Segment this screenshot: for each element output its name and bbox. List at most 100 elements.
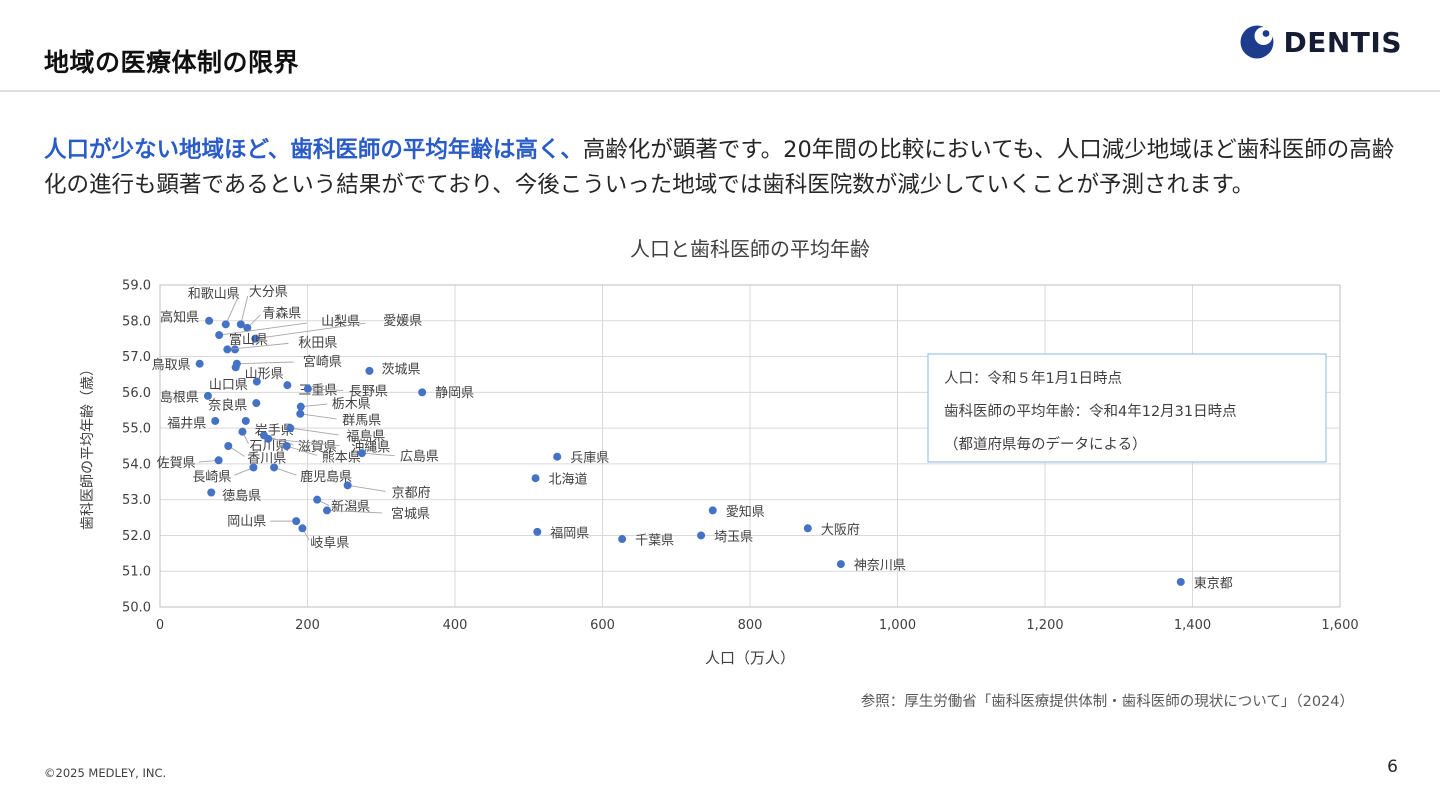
data-point-label: 宮城県	[391, 506, 430, 522]
data-point-label: 愛知県	[726, 504, 765, 520]
data-point	[298, 524, 307, 533]
data-point	[365, 366, 374, 375]
data-point	[531, 474, 540, 483]
data-point-label: 山形県	[245, 367, 284, 382]
data-point	[211, 416, 220, 425]
data-point-label: 岡山県	[227, 515, 266, 530]
data-point-label: 徳島県	[222, 489, 261, 504]
x-tick-label: 200	[295, 618, 320, 633]
y-axis-title: 歯科医師の平均年齢（歳）	[80, 362, 96, 530]
data-point	[836, 560, 845, 569]
label-leader-line	[225, 297, 239, 325]
data-point-label: 山梨県	[321, 315, 360, 330]
data-point	[243, 323, 252, 332]
label-leader-line	[290, 427, 339, 436]
data-point-label: 栃木県	[332, 397, 371, 412]
label-leader-line	[347, 484, 386, 492]
intro-body: 高齢化が顕著です。20年間の比較においても、人口減少地域ほど歯科医師の高齢化の進…	[44, 136, 1395, 198]
legend-line: （都道府県毎のデータによる）	[944, 435, 1147, 453]
chart-area: 0 200 400 600 800 1,000 1,200 1,400 1,600 59.0 58.…	[70, 230, 1370, 680]
page-number: 6	[1387, 757, 1398, 777]
data-point	[236, 320, 245, 329]
x-tick-label: 800	[738, 618, 763, 633]
data-point-label: 高知県	[160, 309, 199, 325]
y-tick-label: 58.0	[122, 314, 151, 329]
data-point	[207, 488, 216, 497]
data-point-label: 福島県	[346, 430, 385, 445]
data-point-label: 大阪府	[821, 523, 860, 538]
data-point-label: 和歌山県	[188, 287, 240, 302]
data-point-label: 島根県	[160, 390, 199, 405]
data-point	[251, 334, 260, 343]
source-note: 参照：厚生労働省「歯科医療提供体制・歯科医師の現状について」（2024）	[860, 694, 1354, 710]
header-divider	[0, 90, 1440, 92]
y-tick-label: 55.0	[122, 422, 151, 437]
data-point-label: 群馬県	[342, 413, 381, 428]
data-point	[241, 416, 250, 425]
dentis-logo-icon	[1240, 25, 1273, 59]
x-tick-label: 400	[443, 618, 468, 633]
data-point	[282, 442, 291, 450]
data-point-label: 大分県	[249, 285, 288, 300]
label-leader-line	[236, 361, 294, 365]
data-point	[313, 495, 322, 504]
data-point-label: 香川県	[247, 452, 286, 467]
data-point	[322, 506, 331, 515]
data-point-label: 熊本県	[322, 450, 361, 466]
data-point	[553, 452, 562, 461]
data-point-label: 岐阜県	[310, 535, 349, 551]
label-leader-line	[326, 509, 383, 514]
data-point-label: 千葉県	[635, 534, 674, 549]
y-tick-label: 56.0	[122, 386, 151, 401]
data-point	[303, 384, 312, 393]
data-point	[708, 506, 717, 515]
legend-line: 人口：令和５年1月1日時点	[944, 370, 1122, 387]
y-tick-label: 54.0	[122, 457, 151, 472]
data-point-label: 広島県	[400, 450, 439, 465]
data-point-label: 滋賀県	[298, 440, 337, 455]
data-point-label: 静岡県	[435, 386, 474, 401]
legend-line: 歯科医師の平均年齢：令和4年12月31日時点	[944, 403, 1237, 420]
data-point	[697, 531, 706, 540]
data-point	[286, 424, 295, 433]
data-point-label: 石川県	[249, 439, 288, 454]
data-point	[418, 388, 427, 397]
x-tick-label: 1,600	[1321, 618, 1358, 633]
data-point-label: 東京都	[1194, 575, 1233, 591]
data-point	[264, 434, 273, 443]
data-point	[252, 377, 261, 386]
data-point	[270, 463, 279, 472]
page-title: 地域の医療体制の限界	[44, 47, 300, 77]
data-point	[203, 391, 212, 400]
copyright-text: ©2025 MEDLEY, INC.	[44, 766, 167, 780]
data-point	[357, 449, 366, 458]
dentis-wordmark: DENTIS	[1283, 25, 1402, 59]
data-point	[215, 331, 224, 340]
data-point-label: 宮崎県	[303, 354, 342, 370]
data-point	[249, 463, 258, 472]
data-point	[221, 320, 230, 329]
data-point-label: 京都府	[392, 486, 431, 501]
data-point-label: 茨城県	[381, 362, 420, 377]
x-axis-title: 人口（万人）	[705, 649, 795, 667]
data-point-label: 佐賀県	[157, 456, 196, 471]
chart-title: 人口と歯科医師の平均年齢	[630, 237, 870, 261]
label-leader-line	[268, 438, 340, 447]
data-point-label: 福岡県	[550, 526, 589, 541]
data-point-label: 奈良県	[208, 398, 247, 414]
dentis-logo: DENTIS	[1239, 24, 1403, 60]
data-point	[223, 345, 232, 354]
data-point-label: 兵庫県	[570, 451, 609, 466]
data-point-label: 富山県	[229, 332, 268, 348]
label-leader-line	[361, 452, 395, 457]
y-tick-label: 57.0	[122, 350, 151, 365]
x-tick-label: 600	[590, 618, 615, 633]
label-leader-line	[255, 322, 366, 340]
data-point-label: 神奈川県	[854, 559, 906, 574]
data-point-label: 長崎県	[192, 470, 231, 485]
data-point	[296, 409, 305, 418]
x-tick-label: 1,400	[1174, 618, 1211, 633]
intro-highlight: 人口が少ない地域ほど、歯科医師の平均年齢は高く、	[44, 136, 583, 163]
x-tick-label: 1,000	[879, 618, 916, 633]
